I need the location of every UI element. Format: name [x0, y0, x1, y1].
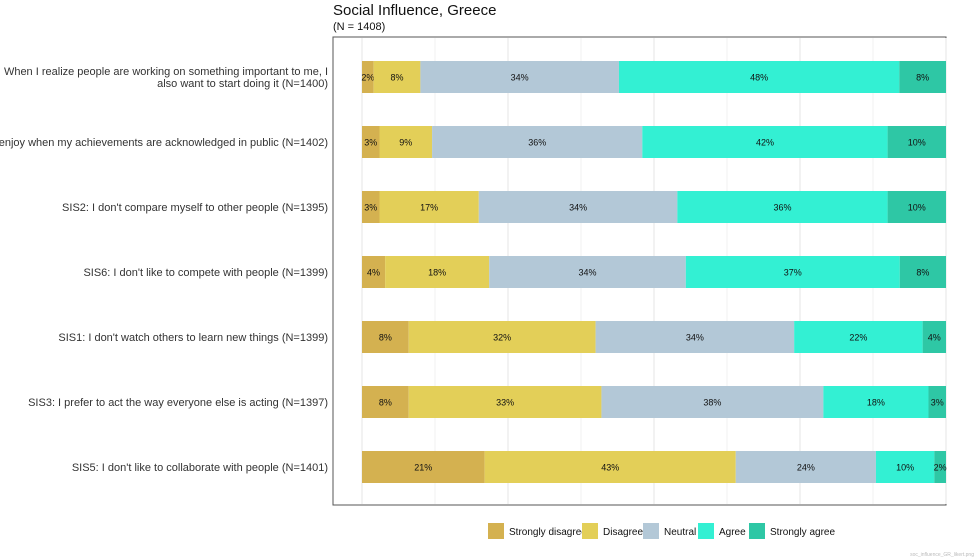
- bar-segment-strongly-agree: [899, 61, 946, 93]
- data-label: 37%: [784, 268, 802, 278]
- data-label: 33%: [496, 398, 514, 408]
- legend-label: Disagree: [603, 527, 643, 538]
- data-label: 8%: [916, 268, 929, 278]
- bar-segment-neutral: [478, 191, 678, 223]
- bar-segment-strongly-disagree: [362, 61, 374, 93]
- chart-title: Social Influence, Greece: [333, 2, 497, 19]
- data-label: 10%: [908, 138, 926, 148]
- bar-segment-strongly-agree: [887, 191, 946, 223]
- bar-segment-strongly-agree: [928, 386, 946, 418]
- data-label: 18%: [428, 268, 446, 278]
- bar-segment-disagree: [408, 386, 602, 418]
- bar-segment-strongly-agree: [934, 451, 946, 483]
- row-label: SIS5: I don't like to collaborate with p…: [72, 462, 328, 474]
- data-label: 2%: [361, 73, 374, 83]
- bar-segment-disagree: [373, 61, 421, 93]
- bar-segment-agree: [823, 386, 929, 418]
- data-label: 8%: [379, 398, 392, 408]
- bars-group: 2% 8% 34% 48% 8% 3% 9% 36% 42% 10% 3% 17% 34% 36% 10% 4…: [361, 61, 947, 483]
- data-label: 22%: [849, 333, 867, 343]
- legend-label: Strongly disagree: [509, 527, 587, 538]
- row-labels-group: SIS4: When I realize people are working …: [0, 66, 328, 474]
- bar-segment-strongly-disagree: [362, 126, 380, 158]
- row-label: SIS4: When I realize people are working …: [0, 66, 328, 78]
- data-label: 36%: [528, 138, 546, 148]
- data-label: 18%: [867, 398, 885, 408]
- row-label: SIS2: I don't compare myself to other pe…: [62, 202, 328, 214]
- bar-segment-agree: [794, 321, 923, 353]
- data-label: 42%: [756, 138, 774, 148]
- bar-segment-disagree: [379, 126, 433, 158]
- bar-segment-strongly-disagree: [362, 321, 409, 353]
- bar-segment-disagree: [385, 256, 490, 288]
- data-label: 4%: [367, 268, 380, 278]
- data-label: 24%: [797, 463, 815, 473]
- bar-segment-neutral: [489, 256, 686, 288]
- bar-segment-strongly-disagree: [362, 386, 409, 418]
- legend-label: Neutral: [664, 527, 696, 538]
- data-label: 4%: [928, 333, 941, 343]
- bar-segment-strongly-agree: [922, 321, 946, 353]
- data-label: 10%: [896, 463, 914, 473]
- legend-label: Agree: [719, 527, 746, 538]
- legend-key: [643, 523, 659, 539]
- data-label: 8%: [916, 73, 929, 83]
- bar-segment-agree: [618, 61, 900, 93]
- legend-key: [698, 523, 714, 539]
- chart-subtitle: (N = 1408): [333, 21, 386, 33]
- bar-segment-disagree: [408, 321, 596, 353]
- bar-segment-strongly-disagree: [362, 191, 380, 223]
- data-label: 10%: [908, 203, 926, 213]
- bar-segment-strongly-disagree: [362, 451, 485, 483]
- bar-segment-agree: [677, 191, 888, 223]
- legend-label: Strongly agree: [770, 527, 835, 538]
- row-label: SIS3: I prefer to act the way everyone e…: [28, 397, 328, 409]
- bar-segment-neutral: [601, 386, 824, 418]
- data-label: 3%: [931, 398, 944, 408]
- row-label: SIS6: I don't like to compete with peopl…: [83, 267, 328, 279]
- data-label: 3%: [364, 138, 377, 148]
- data-label: 8%: [391, 73, 404, 83]
- data-label: 34%: [511, 73, 529, 83]
- legend: Strongly disagree Disagree Neutral Agree Str…: [488, 523, 835, 539]
- bar-segment-agree: [685, 256, 900, 288]
- row-label: SIS1: I don't watch others to learn new …: [58, 332, 328, 344]
- bar-segment-neutral: [420, 61, 619, 93]
- data-label: 38%: [703, 398, 721, 408]
- bar-segment-neutral: [432, 126, 643, 158]
- data-label: 3%: [364, 203, 377, 213]
- data-label: 48%: [750, 73, 768, 83]
- bar-segment-neutral: [595, 321, 795, 353]
- bar-segment-strongly-disagree: [362, 256, 386, 288]
- data-label: 17%: [420, 203, 438, 213]
- legend-key: [488, 523, 504, 539]
- legend-key: [749, 523, 765, 539]
- data-label: 8%: [379, 333, 392, 343]
- bar-segment-strongly-agree: [899, 256, 946, 288]
- bar-segment-disagree: [379, 191, 479, 223]
- data-label: 34%: [569, 203, 587, 213]
- row-label: SIS7: I enjoy when my achievements are a…: [0, 137, 328, 149]
- row-label: also want to start doing it (N=1400): [157, 78, 328, 90]
- bar-segment-disagree: [484, 451, 736, 483]
- footnote: soc_influence_GR_likert.png: [910, 552, 974, 558]
- data-label: 34%: [686, 333, 704, 343]
- bar-segment-agree: [875, 451, 935, 483]
- bar-segment-agree: [642, 126, 888, 158]
- data-label: 21%: [414, 463, 432, 473]
- data-label: 34%: [578, 268, 596, 278]
- bar-segment-neutral: [735, 451, 876, 483]
- legend-key: [582, 523, 598, 539]
- bar-segment-strongly-agree: [887, 126, 946, 158]
- data-label: 2%: [934, 463, 947, 473]
- data-label: 36%: [773, 203, 791, 213]
- data-label: 43%: [601, 463, 619, 473]
- data-label: 32%: [493, 333, 511, 343]
- data-label: 9%: [399, 138, 412, 148]
